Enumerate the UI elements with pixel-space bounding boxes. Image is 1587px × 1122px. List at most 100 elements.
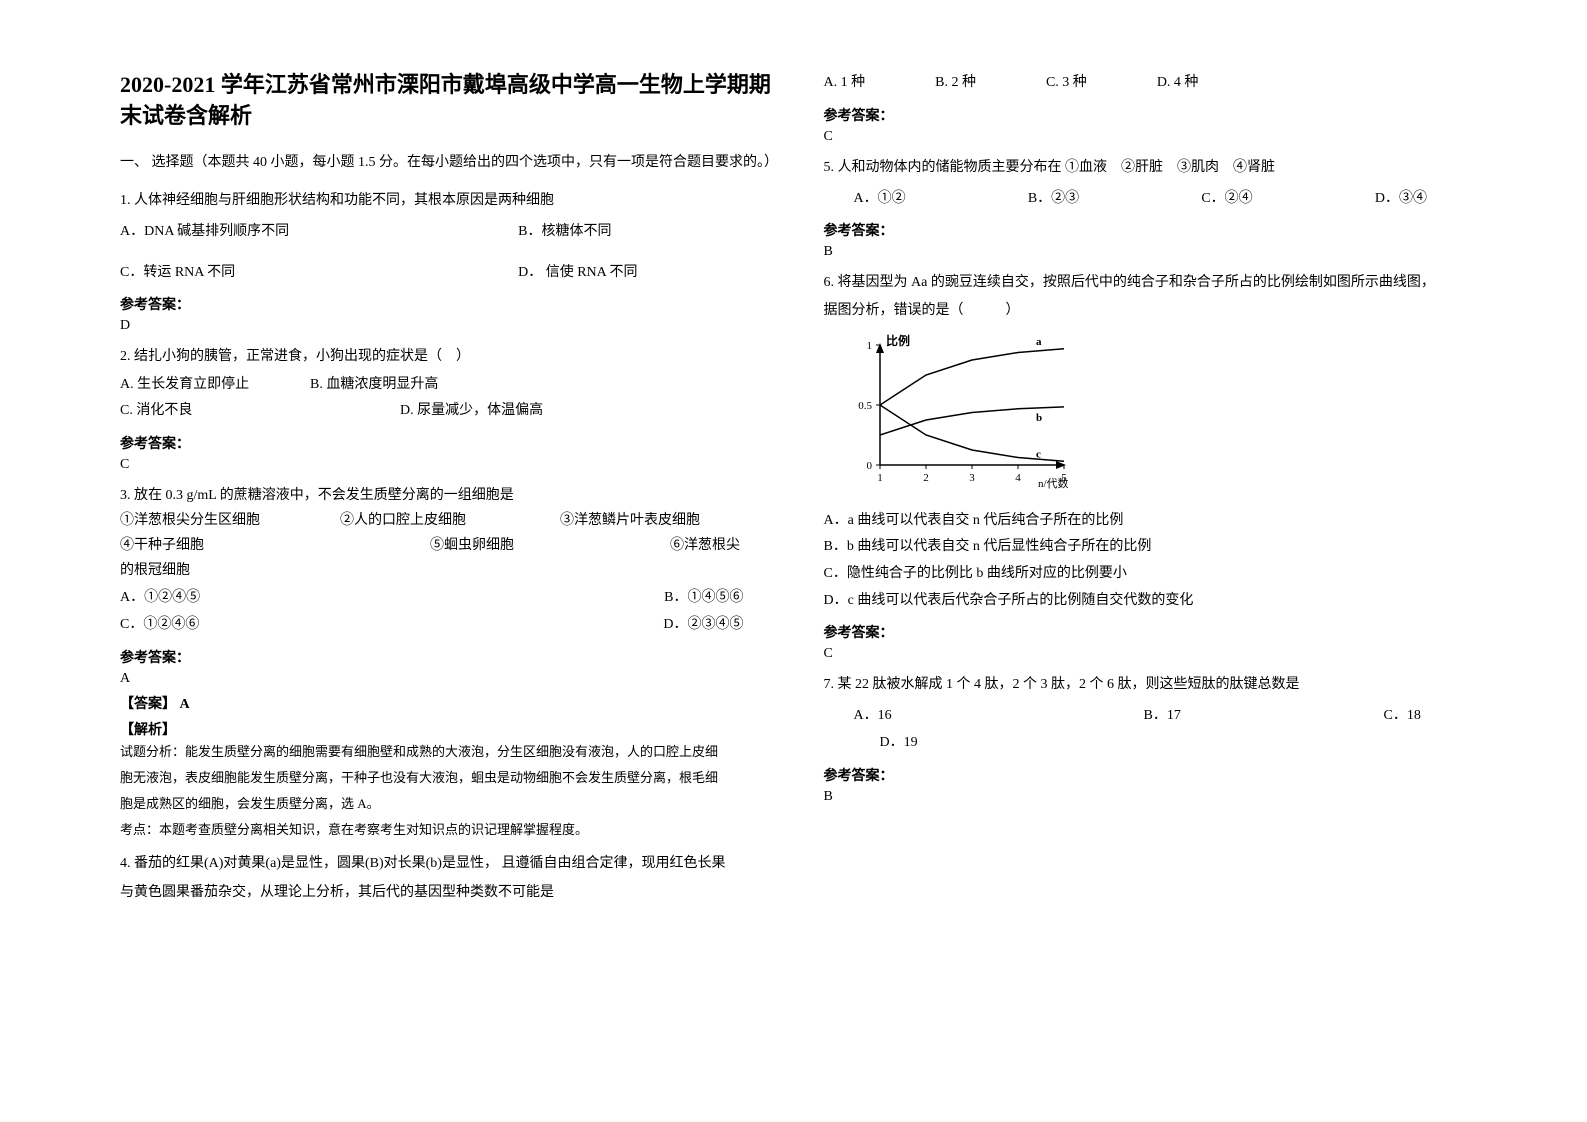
svg-text:3: 3	[969, 472, 975, 484]
q5-ans: B	[824, 244, 1488, 260]
q2-opt-a: A. 生长发育立即停止	[120, 372, 310, 399]
q4-text1: 4. 番茄的红果(A)对黄果(a)是显性，圆果(B)对长果(b)是显性， 且遵循…	[120, 851, 784, 876]
q2-opt-d: D. 尿量减少，体温偏高	[400, 398, 543, 425]
q7-ans: B	[824, 789, 1488, 805]
question-7: 7. 某 22 肽被水解成 1 个 4 肽，2 个 3 肽，2 个 6 肽，则这…	[824, 672, 1488, 804]
q7-text: 7. 某 22 肽被水解成 1 个 4 肽，2 个 3 肽，2 个 6 肽，则这…	[824, 672, 1488, 697]
svg-text:比例: 比例	[886, 333, 910, 348]
q1-opt-a: A．DNA 碱基排列顺序不同	[120, 219, 518, 246]
q6-chart-svg: 00.5112345比例n/代数abc	[844, 333, 1074, 493]
q3-i1: ①洋葱根尖分生区细胞	[120, 508, 340, 533]
q6-opt-a: A．a 曲线可以代表自交 n 代后纯合子所在的比例	[824, 508, 1488, 535]
q7-opts: A．16 B．17 C．18 D．19	[824, 703, 1488, 756]
question-1: 1. 人体神经细胞与肝细胞形状结构和功能不同，其根本原因是两种细胞 A．DNA …	[120, 188, 784, 334]
q3-e-head: 【解析】	[120, 719, 784, 739]
q3-a-head: 【答案】 A	[120, 693, 784, 713]
q4-ans: C	[824, 129, 1488, 145]
q3-tail: 的根冠细胞	[120, 558, 784, 583]
page-title: 2020-2021 学年江苏省常州市溧阳市戴埠高级中学高一生物上学期期末试卷含解…	[120, 70, 784, 132]
q3-i3: ③洋葱鳞片叶表皮细胞	[560, 508, 700, 533]
question-4-text: 4. 番茄的红果(A)对黄果(a)是显性，圆果(B)对长果(b)是显性， 且遵循…	[120, 851, 784, 905]
q4-opts: A. 1 种 B. 2 种 C. 3 种 D. 4 种	[824, 70, 1488, 97]
svg-text:0.5: 0.5	[858, 400, 872, 412]
q6-opt-d: D．c 曲线可以代表后代杂合子所占的比例随自交代数的变化	[824, 588, 1488, 615]
q2-ans-label: 参考答案：	[120, 433, 784, 453]
q7-opt-c: C．18	[1384, 703, 1421, 730]
q6-text1: 6. 将基因型为 Aa 的豌豆连续自交，按照后代中的纯合子和杂合子所占的比例绘制…	[824, 270, 1488, 295]
q3-i2: ②人的口腔上皮细胞	[340, 508, 560, 533]
q1-opt-d: D． 信使 RNA 不同	[518, 260, 783, 287]
q3-items-row1: ①洋葱根尖分生区细胞 ②人的口腔上皮细胞 ③洋葱鳞片叶表皮细胞	[120, 508, 784, 533]
q6-opt-b: B．b 曲线可以代表自交 n 代后显性纯合子所在的比例	[824, 534, 1488, 561]
q1-opt-b: B．核糖体不同	[518, 219, 783, 246]
q1-ans: D	[120, 318, 784, 334]
q3-i5: ⑤蛔虫卵细胞	[430, 533, 670, 558]
q1-ans-label: 参考答案：	[120, 294, 784, 314]
q6-text2: 据图分析，错误的是（ ）	[824, 298, 1488, 323]
q7-opt-d: D．19	[880, 730, 1488, 757]
q6-opt-c: C．隐性纯合子的比例比 b 曲线所对应的比例要小	[824, 561, 1488, 588]
q2-row2: C. 消化不良 D. 尿量减少，体温偏高	[120, 398, 784, 425]
right-column: A. 1 种 B. 2 种 C. 3 种 D. 4 种 参考答案： C 5. 人…	[804, 70, 1508, 1082]
q4-ans-label: 参考答案：	[824, 105, 1488, 125]
q3-items-row2: ④干种子细胞 ⑤蛔虫卵细胞 ⑥洋葱根尖	[120, 533, 784, 558]
question-5: 5. 人和动物体内的储能物质主要分布在 ①血液 ②肝脏 ③肌肉 ④肾脏 A．①②…	[824, 155, 1488, 261]
q1-row2: C．转运 RNA 不同 D． 信使 RNA 不同	[120, 260, 784, 287]
q5-opt-c: C．②④	[1201, 186, 1252, 213]
q3-opt-d: D．②③④⑤	[663, 612, 743, 639]
q3-opts-row2: C．①②④⑥ D．②③④⑤	[120, 612, 784, 639]
q3-i4: ④干种子细胞	[120, 533, 430, 558]
q5-opt-d: D．③④	[1375, 186, 1427, 213]
q4-opt-b: B. 2 种	[935, 70, 976, 97]
q7-opt-a: A．16	[854, 703, 1144, 730]
q6-ans: C	[824, 646, 1488, 662]
q3-i6: ⑥洋葱根尖	[670, 533, 740, 558]
q4-text2: 与黄色圆果番茄杂交，从理论上分析，其后代的基因型种类数不可能是	[120, 880, 784, 905]
svg-text:1: 1	[866, 340, 872, 352]
q3-opts-row1: A．①②④⑤ B．①④⑤⑥	[120, 585, 784, 612]
q7-ans-label: 参考答案：	[824, 765, 1488, 785]
q1-opt-c: C．转运 RNA 不同	[120, 260, 518, 287]
q2-opt-c: C. 消化不良	[120, 398, 400, 425]
q6-chart: 00.5112345比例n/代数abc	[844, 333, 1488, 498]
question-2: 2. 结扎小狗的胰管，正常进食，小狗出现的症状是（ ） A. 生长发育立即停止 …	[120, 344, 784, 472]
q5-opts: A．①② B．②③ C．②④ D．③④	[824, 186, 1488, 213]
q4-opt-d: D. 4 种	[1157, 70, 1199, 97]
question-3: 3. 放在 0.3 g/mL 的蔗糖溶液中，不会发生质壁分离的一组细胞是 ①洋葱…	[120, 483, 784, 841]
left-column: 2020-2021 学年江苏省常州市溧阳市戴埠高级中学高一生物上学期期末试卷含解…	[100, 70, 804, 1082]
question-6: 6. 将基因型为 Aa 的豌豆连续自交，按照后代中的纯合子和杂合子所占的比例绘制…	[824, 270, 1488, 662]
svg-text:n/代数: n/代数	[1038, 477, 1069, 490]
q3-opt-b: B．①④⑤⑥	[664, 585, 743, 612]
q3-e4: 考点：本题考查质壁分离相关知识，意在考察考生对知识点的识记理解掌握程度。	[120, 819, 784, 841]
svg-text:4: 4	[1015, 472, 1021, 484]
q3-ans: A	[120, 671, 784, 687]
q3-ans-label: 参考答案：	[120, 647, 784, 667]
q3-text: 3. 放在 0.3 g/mL 的蔗糖溶液中，不会发生质壁分离的一组细胞是	[120, 483, 784, 508]
q1-row1: A．DNA 碱基排列顺序不同 B．核糖体不同	[120, 219, 784, 246]
svg-text:2: 2	[923, 472, 929, 484]
q2-row1: A. 生长发育立即停止 B. 血糖浓度明显升高	[120, 372, 784, 399]
q4-opt-c: C. 3 种	[1046, 70, 1087, 97]
question-4-opts: A. 1 种 B. 2 种 C. 3 种 D. 4 种 参考答案： C	[824, 70, 1488, 145]
q6-opts: A．a 曲线可以代表自交 n 代后纯合子所在的比例 B．b 曲线可以代表自交 n…	[824, 508, 1488, 614]
svg-text:b: b	[1036, 412, 1042, 424]
svg-text:0: 0	[866, 460, 872, 472]
q5-text: 5. 人和动物体内的储能物质主要分布在 ①血液 ②肝脏 ③肌肉 ④肾脏	[824, 155, 1488, 180]
q3-opt-a: A．①②④⑤	[120, 585, 200, 612]
q4-opt-a: A. 1 种	[824, 70, 866, 97]
svg-text:1: 1	[877, 472, 883, 484]
svg-text:c: c	[1036, 448, 1041, 460]
q3-e1: 试题分析：能发生质壁分离的细胞需要有细胞壁和成熟的大液泡，分生区细胞没有液泡，人…	[120, 741, 784, 763]
q7-opt-b: B．17	[1144, 703, 1384, 730]
q5-opt-b: B．②③	[1028, 186, 1079, 213]
q2-opt-b: B. 血糖浓度明显升高	[310, 372, 438, 399]
q2-ans: C	[120, 457, 784, 473]
q3-opt-c: C．①②④⑥	[120, 612, 199, 639]
q5-ans-label: 参考答案：	[824, 220, 1488, 240]
q5-opt-a: A．①②	[854, 186, 906, 213]
svg-text:a: a	[1036, 336, 1042, 348]
q3-e2: 胞无液泡，表皮细胞能发生质壁分离，干种子也没有大液泡，蛔虫是动物细胞不会发生质壁…	[120, 767, 784, 789]
q1-text: 1. 人体神经细胞与肝细胞形状结构和功能不同，其根本原因是两种细胞	[120, 188, 784, 213]
q2-text: 2. 结扎小狗的胰管，正常进食，小狗出现的症状是（ ）	[120, 344, 784, 369]
q6-ans-label: 参考答案：	[824, 622, 1488, 642]
